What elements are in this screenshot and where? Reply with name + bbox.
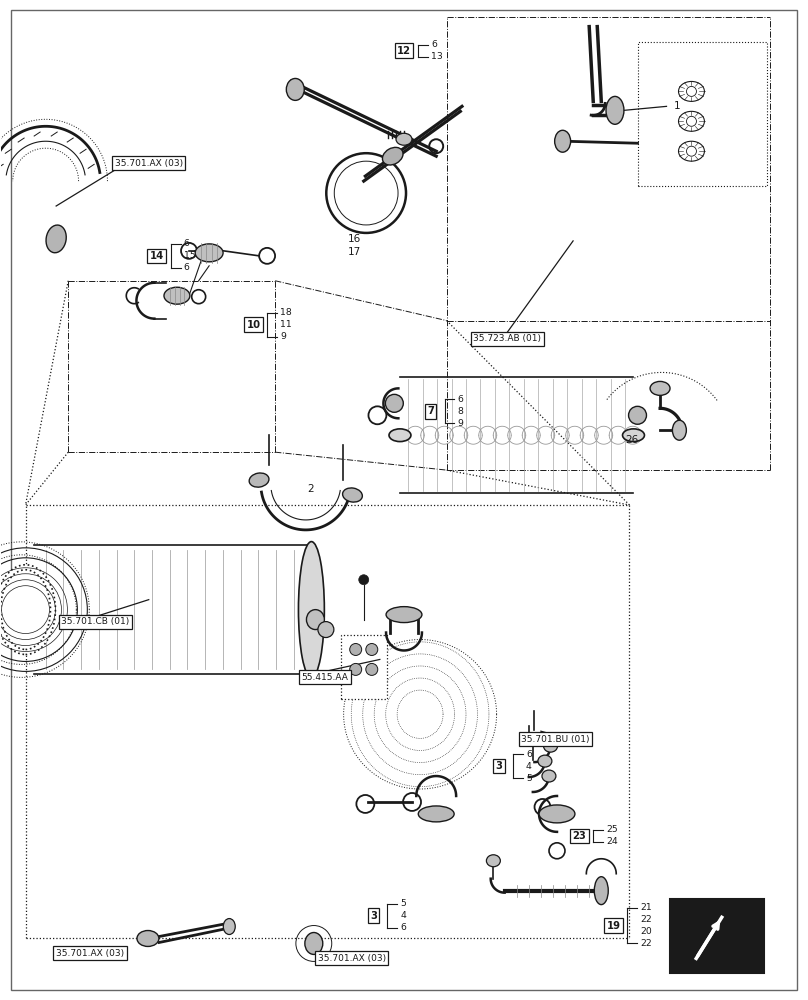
Text: 55.415.AA: 55.415.AA — [301, 673, 348, 682]
Circle shape — [350, 644, 362, 655]
Text: 8: 8 — [457, 407, 463, 416]
Text: 26: 26 — [625, 435, 638, 445]
Text: 22: 22 — [640, 915, 652, 924]
Text: 4: 4 — [526, 762, 532, 771]
Circle shape — [687, 86, 696, 96]
Ellipse shape — [164, 287, 190, 304]
Ellipse shape — [629, 406, 646, 424]
Text: 6: 6 — [183, 239, 190, 248]
Ellipse shape — [386, 607, 422, 623]
Text: 4: 4 — [400, 911, 406, 920]
Text: 3: 3 — [495, 761, 503, 771]
Text: 9: 9 — [280, 332, 286, 341]
Ellipse shape — [343, 488, 362, 502]
Text: 6: 6 — [400, 923, 406, 932]
Ellipse shape — [286, 78, 305, 100]
Ellipse shape — [544, 740, 558, 752]
Circle shape — [359, 575, 368, 585]
Text: 9: 9 — [457, 419, 463, 428]
Text: 3: 3 — [370, 911, 377, 921]
Text: 11: 11 — [280, 320, 292, 329]
Text: 35.723.AB (01): 35.723.AB (01) — [473, 334, 541, 343]
Text: 5: 5 — [526, 774, 532, 783]
Text: 14: 14 — [149, 251, 164, 261]
Text: 6: 6 — [431, 40, 437, 49]
Ellipse shape — [396, 133, 412, 145]
Text: 35.701.AX (03): 35.701.AX (03) — [318, 954, 385, 963]
Text: 15: 15 — [183, 251, 196, 260]
Text: 10: 10 — [246, 320, 260, 330]
Ellipse shape — [622, 429, 645, 442]
FancyBboxPatch shape — [638, 42, 767, 186]
Ellipse shape — [606, 96, 624, 124]
Ellipse shape — [385, 394, 403, 412]
Text: 1: 1 — [674, 101, 680, 111]
Circle shape — [366, 663, 378, 675]
Ellipse shape — [0, 565, 56, 654]
Text: 17: 17 — [347, 247, 361, 257]
Ellipse shape — [46, 225, 66, 253]
Ellipse shape — [679, 81, 705, 101]
Text: 35.701.AX (03): 35.701.AX (03) — [115, 159, 183, 168]
FancyBboxPatch shape — [670, 899, 764, 973]
Ellipse shape — [554, 130, 570, 152]
Ellipse shape — [672, 420, 686, 440]
Text: 6: 6 — [526, 750, 532, 759]
Ellipse shape — [595, 877, 608, 905]
Ellipse shape — [318, 622, 334, 638]
Ellipse shape — [538, 755, 552, 767]
Text: 12: 12 — [397, 46, 411, 56]
FancyBboxPatch shape — [341, 635, 387, 699]
Ellipse shape — [389, 429, 411, 442]
Text: 6: 6 — [457, 395, 463, 404]
Ellipse shape — [1, 570, 50, 649]
Ellipse shape — [196, 244, 223, 262]
Ellipse shape — [679, 111, 705, 131]
Text: 5: 5 — [400, 899, 406, 908]
Text: 21: 21 — [640, 903, 652, 912]
Text: 24: 24 — [607, 837, 618, 846]
Ellipse shape — [223, 919, 235, 935]
Ellipse shape — [382, 147, 403, 165]
Text: 23: 23 — [573, 831, 587, 841]
Text: 7: 7 — [427, 406, 434, 416]
Ellipse shape — [539, 805, 575, 823]
Ellipse shape — [679, 141, 705, 161]
Circle shape — [366, 644, 378, 655]
Text: 35.701.CB (01): 35.701.CB (01) — [61, 617, 130, 626]
Ellipse shape — [305, 933, 322, 954]
Ellipse shape — [298, 542, 324, 678]
Ellipse shape — [137, 931, 159, 946]
Circle shape — [350, 663, 362, 675]
Circle shape — [687, 146, 696, 156]
Text: 16: 16 — [347, 234, 361, 244]
Ellipse shape — [419, 806, 454, 822]
Text: 25: 25 — [607, 825, 618, 834]
Text: 18: 18 — [280, 308, 292, 317]
Ellipse shape — [542, 770, 556, 782]
Text: 35.701.BU (01): 35.701.BU (01) — [521, 735, 590, 744]
Text: 2: 2 — [307, 484, 314, 494]
Ellipse shape — [486, 855, 500, 867]
Circle shape — [687, 116, 696, 126]
Ellipse shape — [650, 381, 670, 395]
Ellipse shape — [306, 610, 324, 630]
Text: 20: 20 — [640, 927, 652, 936]
Text: 13: 13 — [431, 52, 443, 61]
Text: 35.701.AX (03): 35.701.AX (03) — [56, 949, 124, 958]
Text: 19: 19 — [606, 921, 621, 931]
Text: 6: 6 — [183, 263, 190, 272]
Text: 22: 22 — [640, 939, 652, 948]
Ellipse shape — [249, 473, 269, 487]
